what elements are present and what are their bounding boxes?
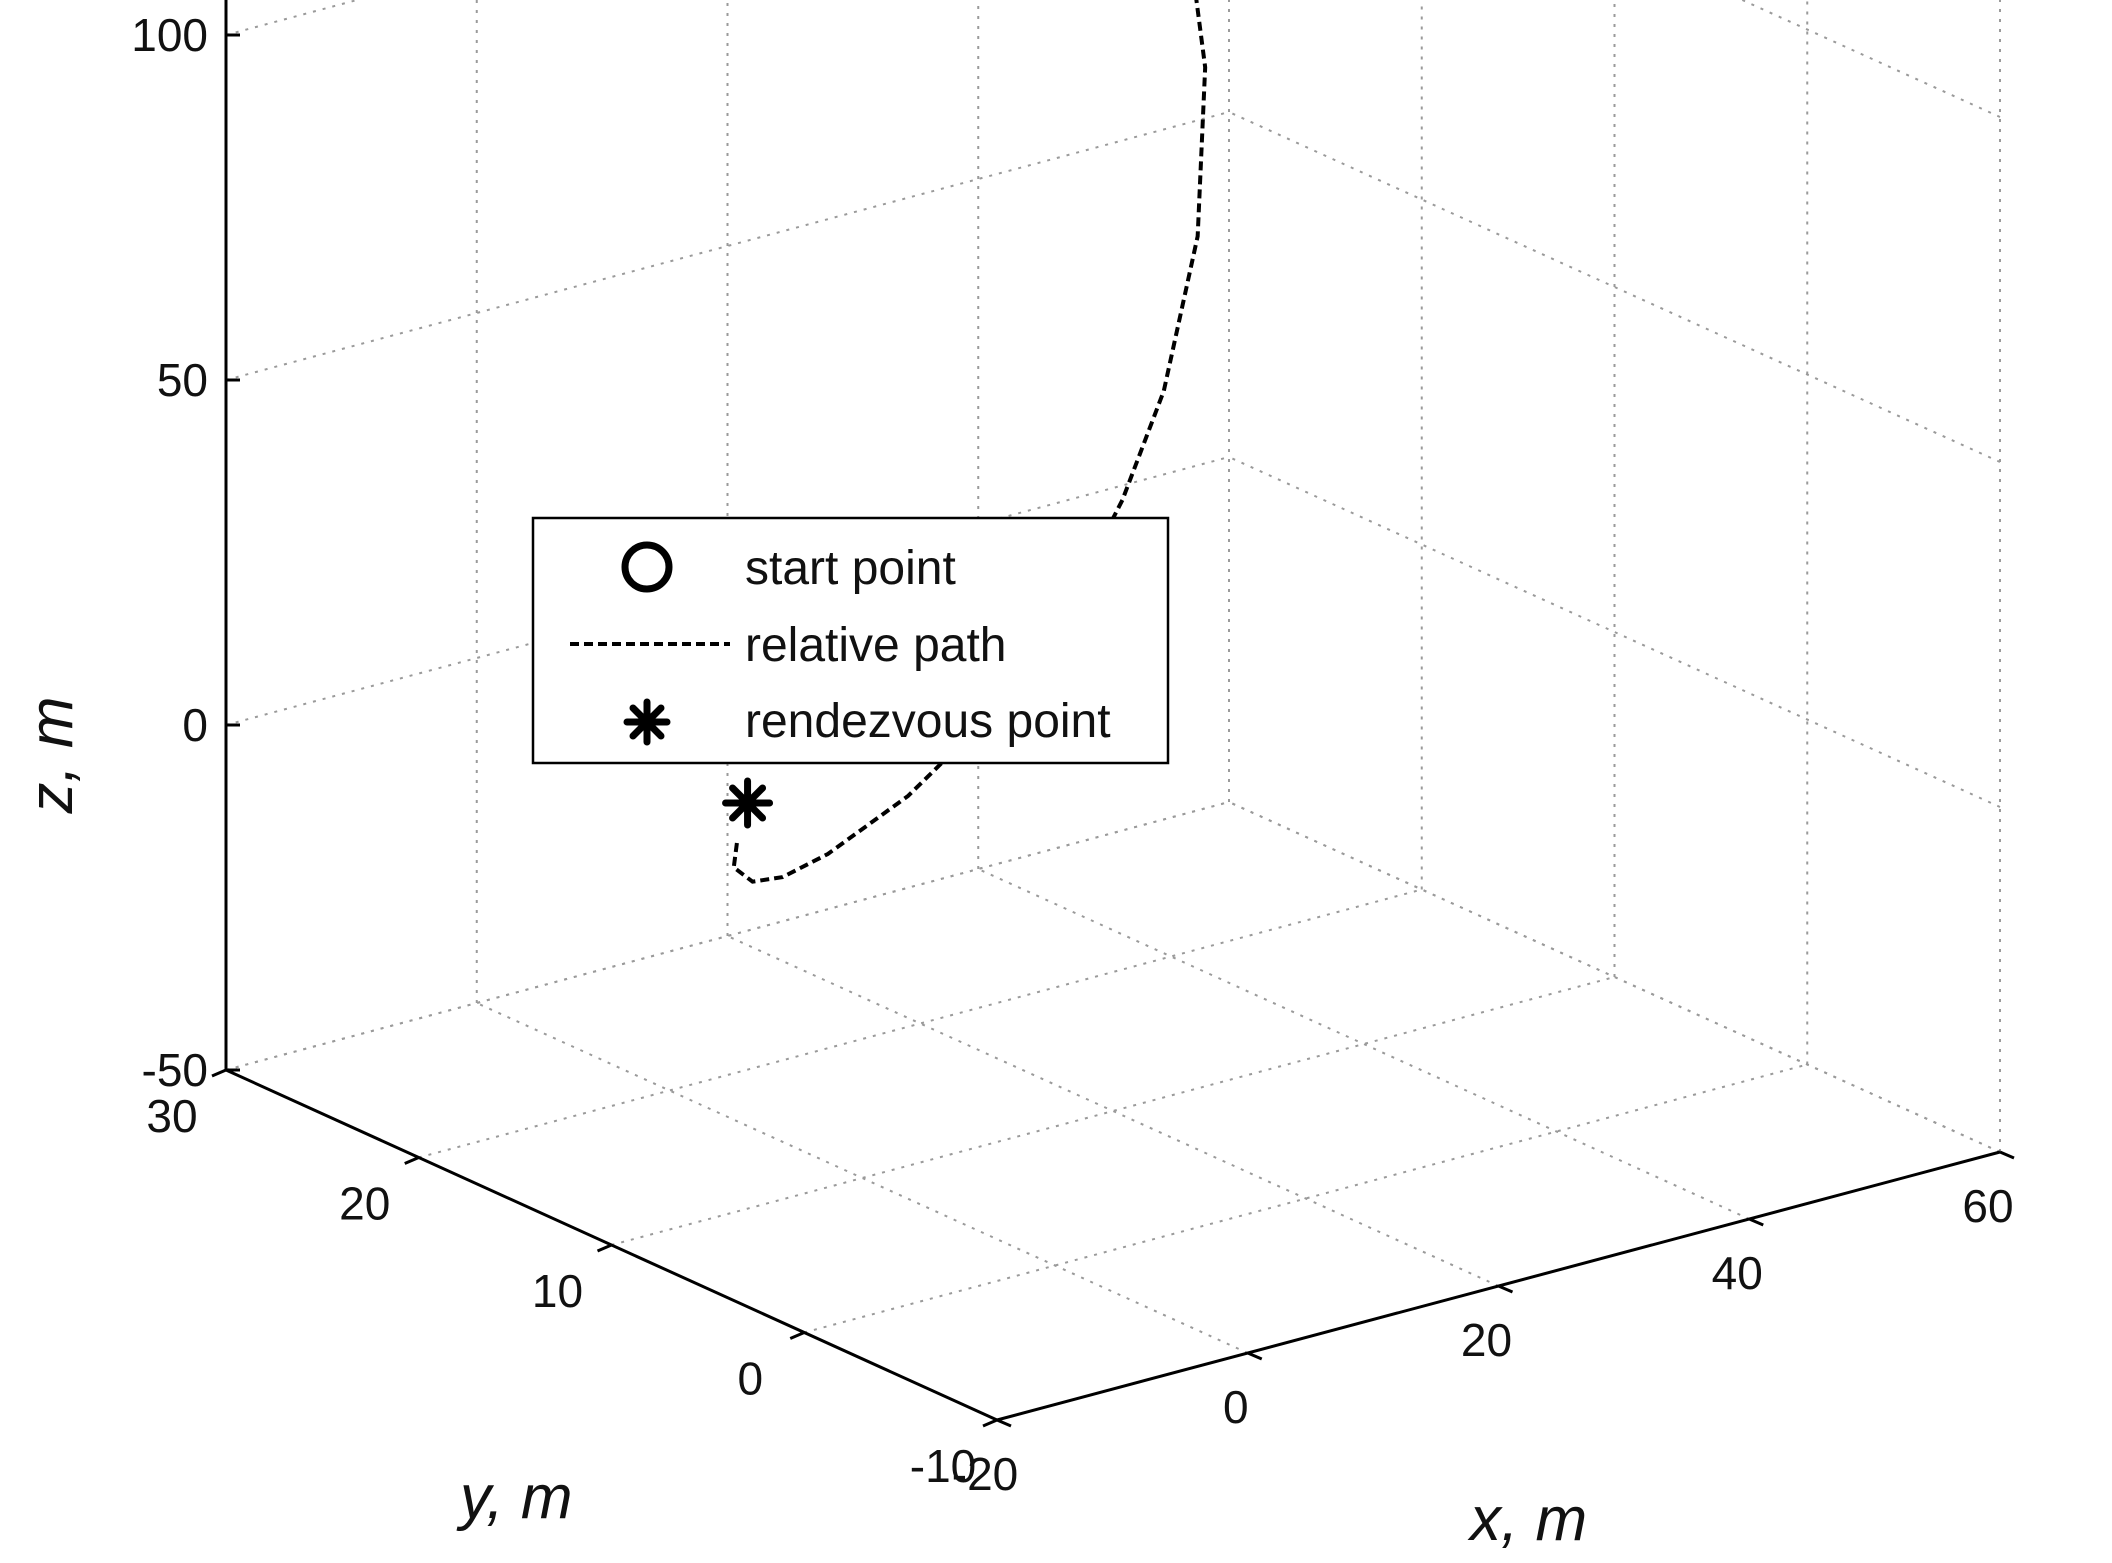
y-tick-mark xyxy=(596,1243,613,1253)
legend-start-point-label: start point xyxy=(745,542,956,595)
y-tick-label: 0 xyxy=(737,1353,763,1405)
grid-line-floor-x xyxy=(727,935,1499,1287)
x-tick-label: 60 xyxy=(1962,1180,2013,1232)
x-tick-mark xyxy=(1247,1351,1263,1361)
legend-start-point-marker xyxy=(621,541,673,593)
y-tick-mark xyxy=(789,1331,805,1340)
rendezvous-point-marker xyxy=(722,777,774,829)
legend-relative-path-label: relative path xyxy=(745,619,1007,672)
z-tick-label: 100 xyxy=(131,9,208,61)
grid-line-rightwall-z xyxy=(1228,456,2001,808)
x-tick-label: 0 xyxy=(1223,1381,1249,1433)
axes xyxy=(211,0,2015,1428)
z-tick-label: 50 xyxy=(157,354,208,406)
z-axis-label: z, m xyxy=(17,696,86,814)
z-tick-label: -50 xyxy=(142,1044,208,1096)
x-tick-mark xyxy=(1748,1217,1764,1227)
grid-line-rightwall-z xyxy=(1228,111,2001,463)
grid-line-floor-x xyxy=(977,868,1750,1220)
legend: start point relative path rendezvous poi… xyxy=(531,516,1170,765)
y-tick-label: 30 xyxy=(146,1090,197,1142)
y-tick-mark xyxy=(211,1068,227,1078)
grid-line-floor-x xyxy=(1228,801,2001,1153)
rendezvous-point-stroke xyxy=(729,784,767,822)
y-tick-mark xyxy=(982,1418,998,1428)
grid-line-floor-y xyxy=(418,888,1423,1159)
y-tick-label: 20 xyxy=(339,1178,390,1230)
legend-rendezvous-point-label: rendezvous point xyxy=(745,695,1111,748)
x-tick-mark xyxy=(1497,1284,1514,1294)
x-axis-label: x, m xyxy=(1467,1485,1587,1554)
z-tick-label: 0 xyxy=(182,699,208,751)
x-tick-mark xyxy=(1999,1150,2015,1160)
grid-line-floor-y xyxy=(611,976,1615,1246)
x-tick-mark xyxy=(996,1418,1012,1428)
x-tick-label: -20 xyxy=(952,1448,1018,1500)
x-tick-label: 20 xyxy=(1461,1314,1512,1366)
grid-line-rightwall-z xyxy=(1739,0,2001,118)
x-tick-label: 40 xyxy=(1712,1247,1763,1299)
y-axis-label: y, m xyxy=(456,1463,573,1532)
legend-rendezvous-point-marker xyxy=(623,698,671,746)
y-tick-label: -10 xyxy=(910,1440,976,1492)
grid-line-floor-x xyxy=(476,1002,1249,1354)
y-tick-mark xyxy=(404,1156,420,1165)
y-tick-label: 10 xyxy=(532,1265,583,1317)
